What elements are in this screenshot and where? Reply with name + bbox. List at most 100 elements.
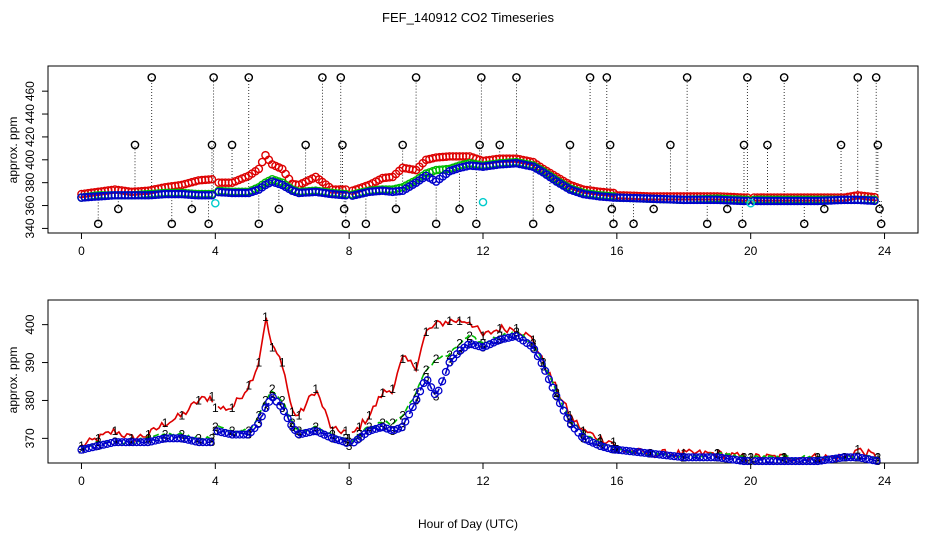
top-outlier-point [455,204,464,214]
bottom-series-2-marker: 2 [245,424,252,438]
bottom-panel-ylabel: approx. ppm [6,347,20,414]
bottom-series-3-marker: 3 [399,420,406,434]
bottom-series-3-circle [427,383,436,392]
top-outlier-point [512,73,521,82]
top-series-3-point [204,190,213,200]
bottom-series-1-marker: 1 [179,409,186,423]
top-x-tick-label: 4 [212,244,219,258]
bottom-series-3-circle [493,336,502,345]
bottom-series-3-marker: 3 [209,435,216,449]
top-x-tick-label: 20 [744,244,758,258]
bottom-series-3-circle [865,455,874,464]
top-outlier-point [629,219,638,229]
top-outlier-point [336,73,346,82]
top-y-tick-minor-label: 440 [23,104,37,124]
bottom-series-1-marker: 1 [245,378,252,392]
bottom-series-3-circle [301,428,311,438]
top-series-1-point [207,174,217,184]
bottom-series-3-circle [331,435,340,444]
bottom-series-3-circle [423,376,432,385]
top-outlier-point [167,219,177,229]
top-y-tick-minor-label: 360 [23,195,37,215]
bottom-series-3-circle [386,425,395,435]
bottom-series-2-marker: 2 [269,382,276,396]
bottom-series-3-circle [868,456,877,465]
bottom-series-3-circle [220,428,230,438]
bottom-series-3-circle [294,430,303,439]
bottom-series-3-circle [312,427,322,436]
top-panel-frame [47,65,919,234]
bottom-series-3-circle [589,438,598,447]
bottom-series-1-marker: 1 [433,318,440,332]
bottom-series-3-circle [504,333,513,342]
bottom-series-1-marker: 1 [597,431,604,445]
bottom-series-3-circle [316,429,325,438]
bottom-series-3-circle [471,341,480,350]
bottom-series-3-circle [508,332,517,342]
bottom-series-2-marker: 2 [312,420,319,434]
bottom-series-2-marker: 2 [614,443,621,457]
bottom-series-3-circle [298,429,307,438]
top-outlier-point [779,73,789,82]
bottom-series-3-circle [861,454,870,463]
bottom-series-3-circle [467,340,476,349]
top-outlier-point [113,204,123,214]
top-x-tick-label: 24 [878,244,892,258]
top-outlier-point [738,219,747,229]
bottom-x-tick-label: 0 [78,474,85,488]
top-y-tick-minor-label: 400 [23,149,37,169]
bottom-series-3-circle [202,438,211,447]
bottom-series-3-circle [401,417,410,426]
bottom-series-3-circle [320,430,329,439]
bottom-series-1-marker: 1 [289,405,296,419]
bottom-y-axis: 370 380 390 400 [23,314,49,448]
top-outlier-point [602,73,612,82]
bottom-series-3-circle [92,442,101,451]
bottom-series-3-marker: 3 [423,371,430,385]
bottom-series-3-marker: 3 [269,390,276,404]
bottom-series-1-marker: 1 [346,431,353,445]
bottom-series-2-marker: 2 [379,416,386,430]
bottom-series-3-circle [335,436,344,445]
bottom-series-3-circle [500,334,509,343]
top-cyan-point [478,197,488,207]
top-outlier-point [204,219,213,229]
bottom-series-3-circle [728,455,738,464]
bottom-series-2-line [80,432,214,452]
top-outlier-point [209,73,218,82]
bottom-series-1-marker: 1 [296,409,303,423]
bottom-series-3-marker: 3 [446,356,453,370]
top-outlier-point [702,219,712,229]
bottom-series-2-marker: 2 [279,393,286,407]
bottom-series-3-circle [854,453,863,462]
top-cyan-point [746,198,755,208]
bottom-series-2-marker: 2 [212,420,219,434]
bottom-series-1-marker: 1 [841,450,848,464]
bottom-series-1-marker: 1 [480,329,487,343]
top-cyan-point [211,198,220,208]
bottom-series-1-marker: 1 [413,359,420,373]
bottom-series-3-circle [103,439,112,448]
bottom-series-3-circle [187,436,196,445]
top-outlier-point [836,140,846,150]
bottom-series-1-marker: 1 [423,325,430,339]
bottom-series-1-marker: 1 [255,356,262,370]
bottom-series-3-circle [180,434,189,444]
bottom-series-3-circle [563,413,572,422]
bottom-x-tick-label: 24 [878,474,892,488]
bottom-series-3-circle [408,403,417,412]
bottom-series-3-circle [872,456,881,465]
bottom-series-3-marker: 3 [212,424,219,438]
bottom-series-3-circle [95,441,104,450]
top-x-tick-label: 8 [346,244,353,258]
bottom-series-circles [77,332,881,466]
bottom-series-2-marker: 2 [456,337,463,351]
bottom-series-3-circle [84,444,93,453]
bottom-series-2-marker: 2 [128,435,135,449]
top-outlier-point [739,140,749,150]
bottom-series-1-marker: 1 [553,382,560,396]
top-outlier-point [477,73,486,82]
bottom-series-1-line [217,317,347,435]
